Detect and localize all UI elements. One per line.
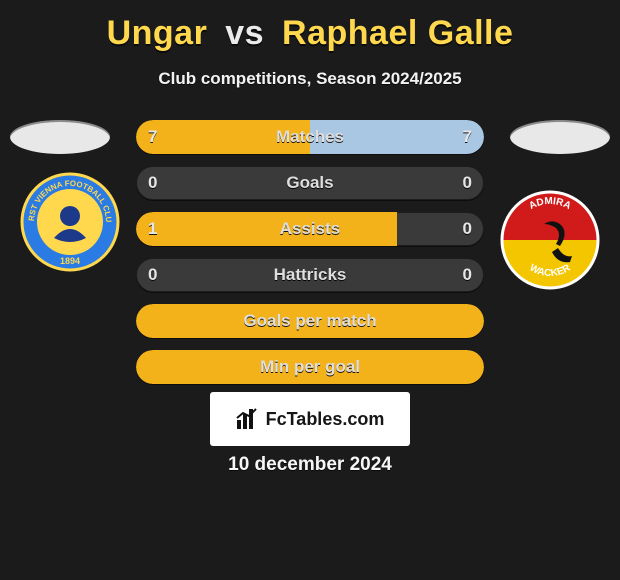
stat-value-left: 0 [148, 166, 157, 200]
subtitle: Club competitions, Season 2024/2025 [0, 69, 620, 89]
club-crest-right: ADMIRA WACKER [500, 190, 600, 290]
stat-value-right: 0 [463, 166, 472, 200]
stat-value-right: 7 [463, 120, 472, 154]
headline: Ungar vs Raphael Galle [0, 0, 620, 53]
svg-text:1894: 1894 [60, 256, 80, 266]
stat-label: Assists [136, 212, 484, 246]
player2-ellipse [510, 120, 610, 154]
admira-wacker-crest-icon: ADMIRA WACKER [500, 190, 600, 290]
stat-value-right: 0 [463, 258, 472, 292]
stat-value-left: 1 [148, 212, 157, 246]
stat-row: Goals per match [136, 304, 484, 338]
player1-ellipse [10, 120, 110, 154]
stat-value-left: 0 [148, 258, 157, 292]
stat-row: Assists1 0 [136, 212, 484, 246]
date-text: 10 december 2024 [0, 454, 620, 476]
stat-value-left: 7 [148, 120, 157, 154]
comparison-infographic: Ungar vs Raphael Galle Club competitions… [0, 0, 620, 89]
stat-row: Hattricks0 0 [136, 258, 484, 292]
source-text: FcTables.com [266, 409, 385, 430]
bars-icon [236, 408, 260, 430]
stat-row: Matches7 7 [136, 120, 484, 154]
club-crest-left: FIRST VIENNA FOOTBALL CLUB 1894 [20, 172, 120, 272]
stat-value-right: 0 [463, 212, 472, 246]
stat-label: Goals per match [136, 304, 484, 338]
player1-name: Ungar [107, 14, 208, 52]
stat-row: Goals0 0 [136, 166, 484, 200]
stat-label: Hattricks [136, 258, 484, 292]
stat-label: Goals [136, 166, 484, 200]
stats-panel: Matches77Goals00Assists10Hattricks00Goal… [136, 120, 484, 396]
stat-label: Matches [136, 120, 484, 154]
stat-label: Min per goal [136, 350, 484, 384]
player2-name: Raphael Galle [282, 14, 513, 52]
stat-row: Min per goal [136, 350, 484, 384]
vienna-crest-icon: FIRST VIENNA FOOTBALL CLUB 1894 [20, 172, 120, 272]
vs-text: vs [225, 14, 264, 52]
source-badge: FcTables.com [210, 392, 410, 446]
